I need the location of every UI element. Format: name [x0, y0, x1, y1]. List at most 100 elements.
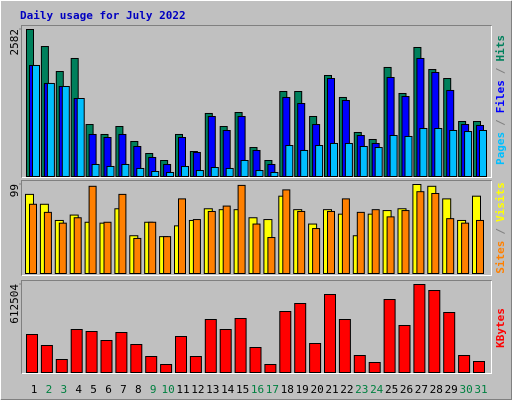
- legend-separator: /: [494, 228, 507, 235]
- x-tick-label: 3: [60, 383, 67, 396]
- bar: [285, 145, 294, 177]
- legend: KBytes: [494, 308, 507, 348]
- chart-title: Daily usage for July 2022: [20, 9, 186, 22]
- bar: [443, 312, 456, 373]
- bar: [413, 284, 426, 373]
- x-tick-label: 30: [459, 383, 472, 396]
- bar: [192, 219, 201, 274]
- bar: [163, 236, 172, 275]
- bar: [473, 361, 485, 373]
- panel-border: [21, 25, 492, 178]
- bar: [136, 167, 145, 178]
- bar: [282, 189, 291, 274]
- bar: [300, 149, 309, 177]
- bar: [151, 170, 160, 177]
- bar: [166, 172, 175, 178]
- bar: [88, 185, 97, 274]
- bar: [103, 221, 112, 274]
- bar: [371, 209, 380, 275]
- legend-separator: /: [494, 67, 507, 74]
- bar: [389, 135, 398, 177]
- bar: [279, 311, 292, 373]
- x-tick-label: 7: [120, 383, 127, 396]
- bar: [359, 145, 368, 178]
- y-tick-label: 2582: [8, 29, 21, 56]
- bar: [270, 172, 279, 178]
- x-tick-label: 27: [415, 383, 428, 396]
- x-tick-label: 19: [296, 383, 309, 396]
- bar: [312, 228, 321, 274]
- x-tick-label: 5: [90, 383, 97, 396]
- bar: [431, 192, 440, 274]
- legend-entry: Hits: [494, 35, 507, 62]
- bar: [178, 198, 186, 274]
- x-tick-label: 11: [176, 383, 189, 396]
- bar: [43, 211, 52, 274]
- bar: [255, 170, 264, 178]
- bar: [374, 147, 383, 177]
- legend-entry: Sites: [494, 241, 507, 274]
- x-tick-label: 26: [400, 383, 413, 396]
- bar: [464, 131, 473, 177]
- bar: [29, 203, 37, 274]
- bar: [419, 128, 428, 178]
- bar: [76, 98, 85, 177]
- bar: [416, 191, 425, 275]
- x-tick-label: 24: [370, 383, 384, 396]
- bar: [219, 329, 232, 373]
- bar: [73, 217, 82, 274]
- x-tick-label: 29: [445, 383, 458, 396]
- panel-border: [21, 280, 492, 374]
- bar: [55, 359, 68, 374]
- bar: [32, 64, 40, 177]
- bar: [353, 355, 366, 374]
- bar: [115, 332, 128, 373]
- bar: [252, 223, 261, 274]
- panel-border: [21, 180, 492, 276]
- bar: [479, 129, 487, 177]
- x-tick-label: 10: [161, 383, 174, 396]
- x-tick-label: 18: [281, 383, 294, 396]
- bar: [222, 205, 231, 274]
- bar: [461, 222, 470, 275]
- bar: [428, 290, 441, 373]
- legend-entry: KBytes: [494, 308, 507, 348]
- bar: [175, 336, 187, 373]
- bar: [356, 211, 365, 274]
- bar: [204, 319, 217, 373]
- panel-border: [22, 181, 492, 276]
- x-tick-label: 21: [325, 383, 338, 396]
- bar: [264, 364, 277, 373]
- bar: [91, 163, 100, 177]
- bar: [398, 325, 411, 373]
- legend-entry: Pages: [494, 132, 507, 165]
- bar: [324, 294, 336, 373]
- x-tick-label: 4: [75, 383, 82, 396]
- panel-border: [22, 26, 492, 178]
- bar: [401, 210, 410, 275]
- bar: [100, 340, 113, 373]
- bar: [368, 362, 381, 374]
- x-tick-label: 28: [430, 383, 443, 396]
- bar: [383, 299, 396, 374]
- legend: Pages / Files / Hits: [494, 35, 507, 165]
- bar: [46, 82, 55, 177]
- bar: [297, 210, 306, 274]
- bar: [85, 331, 98, 374]
- bar: [40, 345, 53, 374]
- x-tick-label: 15: [236, 383, 249, 396]
- x-tick-label: 31: [474, 383, 487, 396]
- legend-separator: /: [494, 119, 507, 126]
- bar: [121, 163, 130, 177]
- x-tick-label: 25: [385, 383, 398, 396]
- x-tick-label: 8: [135, 383, 142, 396]
- x-tick-label: 16: [251, 383, 264, 396]
- bar: [237, 184, 246, 274]
- legend-entry: Files: [494, 80, 507, 113]
- bar: [70, 329, 83, 373]
- bar: [207, 210, 216, 274]
- bar: [476, 219, 484, 274]
- bar: [130, 344, 143, 374]
